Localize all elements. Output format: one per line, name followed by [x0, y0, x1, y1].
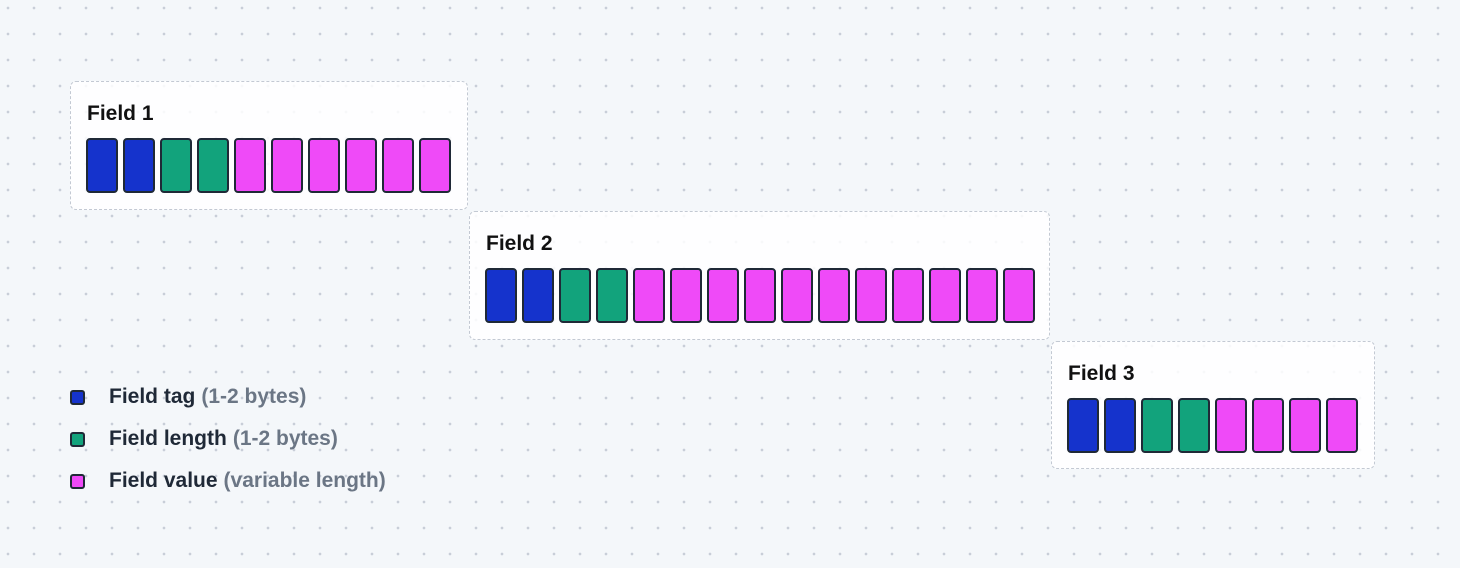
value-byte — [670, 268, 702, 323]
value-byte — [855, 268, 887, 323]
tag-swatch — [70, 389, 85, 405]
field-bytes — [1067, 398, 1358, 453]
legend-item-length: Field length (1-2 bytes) — [70, 418, 386, 460]
field-title: Field 2 — [486, 232, 553, 255]
field-title: Field 1 — [87, 102, 154, 125]
length-byte — [1141, 398, 1173, 453]
tag-byte — [522, 268, 554, 323]
legend-note: (1-2 bytes) — [201, 385, 307, 408]
value-byte — [892, 268, 924, 323]
value-byte — [271, 138, 303, 193]
value-byte — [781, 268, 813, 323]
value-byte — [744, 268, 776, 323]
length-byte — [1178, 398, 1210, 453]
value-byte — [929, 268, 961, 323]
value-byte — [966, 268, 998, 323]
value-byte — [1289, 398, 1321, 453]
length-byte — [197, 138, 229, 193]
tag-byte — [485, 268, 517, 323]
value-byte — [633, 268, 665, 323]
legend: Field tag (1-2 bytes) Field length (1-2 … — [70, 376, 386, 502]
value-byte — [382, 138, 414, 193]
value-byte — [419, 138, 451, 193]
value-byte — [345, 138, 377, 193]
value-byte — [1003, 268, 1035, 323]
legend-label: Field length — [109, 427, 227, 450]
field-1-box: Field 1 — [70, 81, 468, 210]
legend-note: (variable length) — [223, 469, 386, 492]
value-byte — [818, 268, 850, 323]
value-byte — [1326, 398, 1358, 453]
field-2-box: Field 2 — [469, 211, 1050, 340]
field-bytes — [485, 268, 1035, 323]
legend-label: Field value — [109, 469, 218, 492]
legend-note: (1-2 bytes) — [232, 427, 338, 450]
tag-byte — [86, 138, 118, 193]
length-byte — [160, 138, 192, 193]
tag-byte — [1067, 398, 1099, 453]
field-title: Field 3 — [1068, 362, 1135, 385]
value-byte — [1252, 398, 1284, 453]
value-swatch — [70, 473, 85, 489]
value-byte — [308, 138, 340, 193]
tag-byte — [123, 138, 155, 193]
tag-byte — [1104, 398, 1136, 453]
value-byte — [234, 138, 266, 193]
value-byte — [1215, 398, 1247, 453]
length-swatch — [70, 431, 85, 447]
legend-item-tag: Field tag (1-2 bytes) — [70, 376, 386, 418]
value-byte — [707, 268, 739, 323]
length-byte — [596, 268, 628, 323]
field-3-box: Field 3 — [1051, 341, 1375, 469]
legend-item-value: Field value (variable length) — [70, 460, 386, 502]
length-byte — [559, 268, 591, 323]
legend-label: Field tag — [109, 385, 196, 408]
field-bytes — [86, 138, 451, 193]
